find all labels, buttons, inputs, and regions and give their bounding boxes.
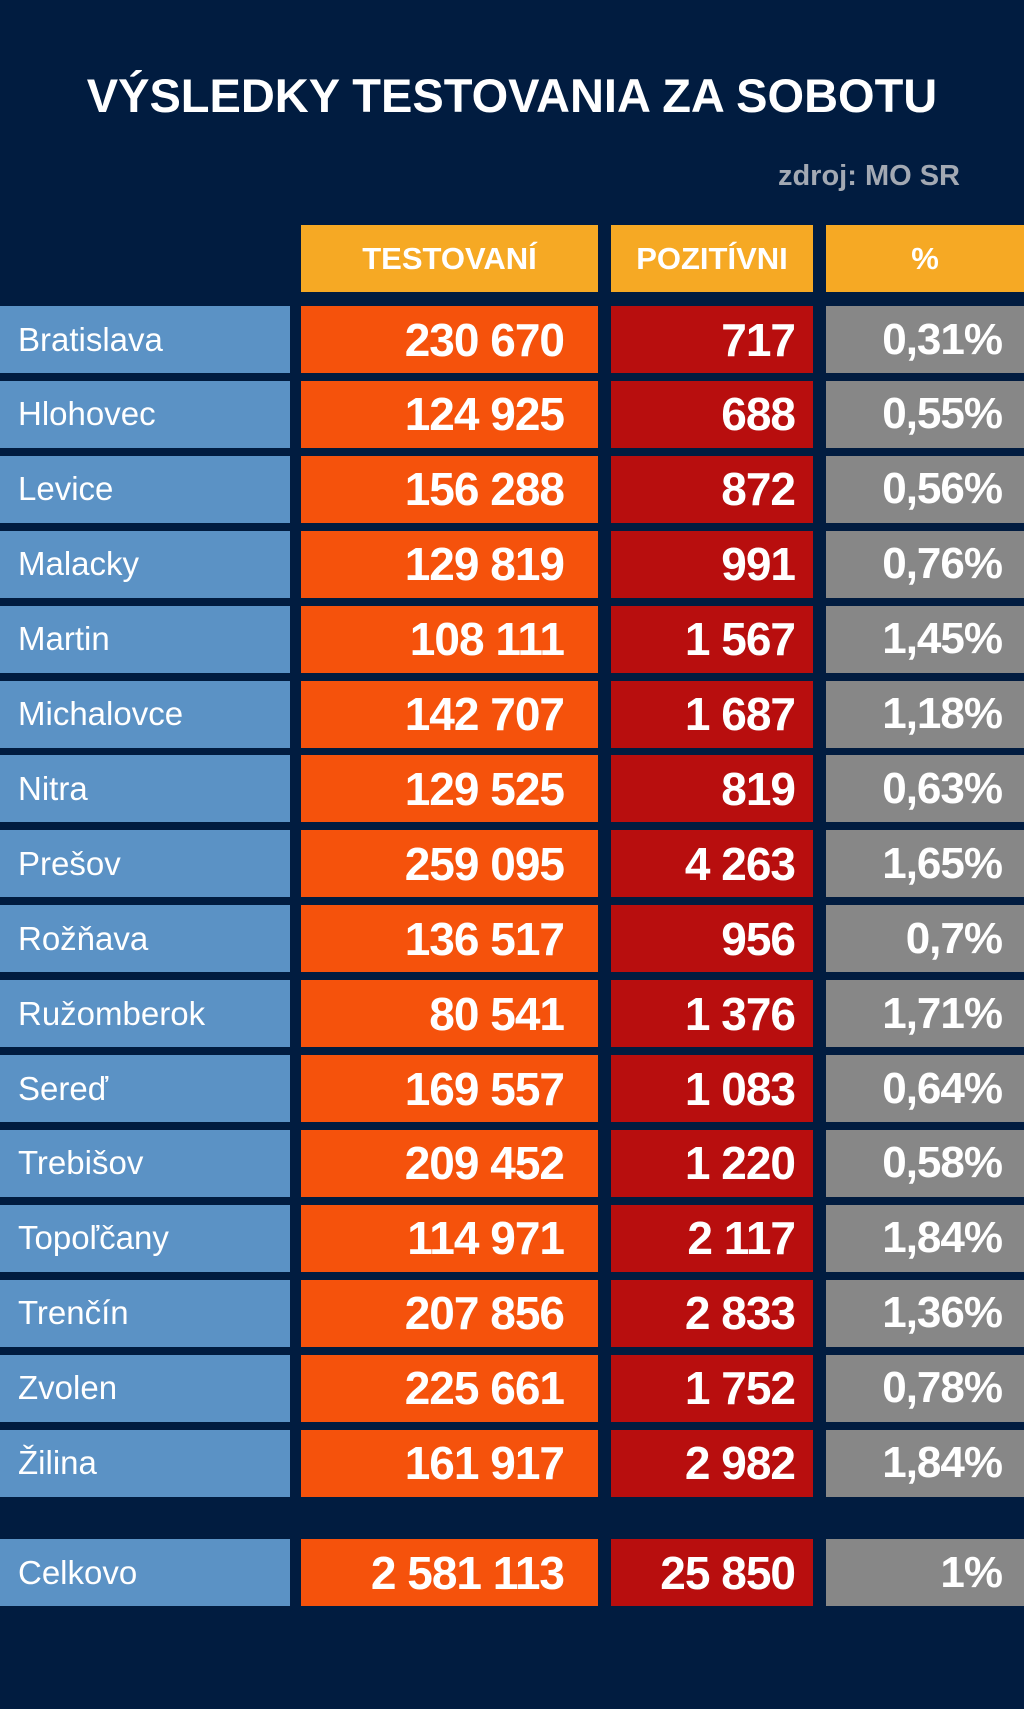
positive-percent: 1,84% [826, 1429, 1024, 1497]
positive-percent: 0,7% [826, 905, 1024, 973]
positive-percent: 0,64% [826, 1055, 1024, 1122]
table-row: Prešov 259 095 4 263 1,65% [0, 830, 1024, 898]
positive-count: 1 752 [611, 1354, 813, 1422]
tested-count: 207 856 [301, 1279, 598, 1347]
positive-count: 1 220 [611, 1129, 813, 1197]
positive-percent: 1,71% [826, 980, 1024, 1048]
table-row: Trebišov 209 452 1 220 0,58% [0, 1129, 1024, 1197]
district-name: Nitra [0, 755, 290, 823]
positive-count: 2 982 [611, 1429, 813, 1497]
table-row: Rožňava 136 517 956 0,7% [0, 905, 1024, 973]
table-row: Ružomberok 80 541 1 376 1,71% [0, 980, 1024, 1048]
district-name: Trenčín [0, 1279, 290, 1347]
table-row: Topoľčany 114 971 2 117 1,84% [0, 1204, 1024, 1272]
header-percent: % [826, 225, 1024, 292]
positive-count: 1 376 [611, 980, 813, 1048]
tested-count: 230 670 [301, 306, 598, 373]
district-name: Rožňava [0, 905, 290, 973]
district-name: Bratislava [0, 306, 290, 373]
positive-count: 819 [611, 755, 813, 823]
table-row: Michalovce 142 707 1 687 1,18% [0, 680, 1024, 748]
positive-count: 688 [611, 380, 813, 448]
district-name: Michalovce [0, 680, 290, 748]
tested-count: 209 452 [301, 1129, 598, 1197]
total-tested: 2 581 113 [301, 1539, 598, 1606]
district-name: Žilina [0, 1429, 290, 1497]
table-row: Martin 108 111 1 567 1,45% [0, 605, 1024, 673]
district-name: Trebišov [0, 1129, 290, 1197]
table-row: Sereď 169 557 1 083 0,64% [0, 1055, 1024, 1122]
table-row: Trenčín 207 856 2 833 1,36% [0, 1279, 1024, 1347]
total-positive: 25 850 [611, 1539, 813, 1606]
positive-count: 1 567 [611, 605, 813, 673]
district-name: Ružomberok [0, 980, 290, 1048]
positive-percent: 1,18% [826, 680, 1024, 748]
tested-count: 142 707 [301, 680, 598, 748]
positive-percent: 0,58% [826, 1129, 1024, 1197]
district-name: Prešov [0, 830, 290, 898]
positive-percent: 0,31% [826, 306, 1024, 373]
header-tested: TESTOVANÍ [301, 225, 598, 292]
tested-count: 129 819 [301, 530, 598, 598]
tested-count: 259 095 [301, 830, 598, 898]
tested-count: 161 917 [301, 1429, 598, 1497]
total-percent: 1% [826, 1539, 1024, 1606]
header-positive: POZITÍVNI [611, 225, 813, 292]
total-name: Celkovo [0, 1539, 290, 1606]
tested-count: 136 517 [301, 905, 598, 973]
positive-percent: 0,78% [826, 1354, 1024, 1422]
district-name: Malacky [0, 530, 290, 598]
source-note: zdroj: MO SR [777, 160, 960, 192]
positive-count: 956 [611, 905, 813, 973]
table-row: Zvolen 225 661 1 752 0,78% [0, 1354, 1024, 1422]
tested-count: 225 661 [301, 1354, 598, 1422]
total-row: Celkovo 2 581 113 25 850 1% [0, 1539, 1024, 1606]
positive-percent: 0,63% [826, 755, 1024, 823]
page-title: VÝSLEDKY TESTOVANIA ZA SOBOTU [86, 69, 938, 122]
tested-count: 124 925 [301, 380, 598, 448]
table-row: Žilina 161 917 2 982 1,84% [0, 1429, 1024, 1497]
positive-count: 872 [611, 455, 813, 523]
positive-percent: 0,56% [826, 455, 1024, 523]
district-name: Topoľčany [0, 1204, 290, 1272]
district-name: Hlohovec [0, 380, 290, 448]
district-name: Martin [0, 605, 290, 673]
tested-count: 108 111 [301, 605, 598, 673]
district-name: Zvolen [0, 1354, 290, 1422]
table-row: Hlohovec 124 925 688 0,55% [0, 380, 1024, 448]
tested-count: 80 541 [301, 980, 598, 1048]
positive-percent: 1,84% [826, 1204, 1024, 1272]
positive-count: 2 117 [611, 1204, 813, 1272]
positive-percent: 1,45% [826, 605, 1024, 673]
table-row: Bratislava 230 670 717 0,31% [0, 306, 1024, 373]
district-name: Levice [0, 455, 290, 523]
positive-percent: 0,76% [826, 530, 1024, 598]
table-row: Levice 156 288 872 0,56% [0, 455, 1024, 523]
positive-count: 991 [611, 530, 813, 598]
table-row: Malacky 129 819 991 0,76% [0, 530, 1024, 598]
tested-count: 114 971 [301, 1204, 598, 1272]
positive-count: 1 687 [611, 680, 813, 748]
tested-count: 156 288 [301, 455, 598, 523]
positive-count: 2 833 [611, 1279, 813, 1347]
positive-percent: 0,55% [826, 380, 1024, 448]
positive-count: 4 263 [611, 830, 813, 898]
district-name: Sereď [0, 1055, 290, 1122]
positive-percent: 1,36% [826, 1279, 1024, 1347]
positive-count: 717 [611, 306, 813, 373]
positive-percent: 1,65% [826, 830, 1024, 898]
table-row: Nitra 129 525 819 0,63% [0, 755, 1024, 823]
positive-count: 1 083 [611, 1055, 813, 1122]
tested-count: 129 525 [301, 755, 598, 823]
tested-count: 169 557 [301, 1055, 598, 1122]
